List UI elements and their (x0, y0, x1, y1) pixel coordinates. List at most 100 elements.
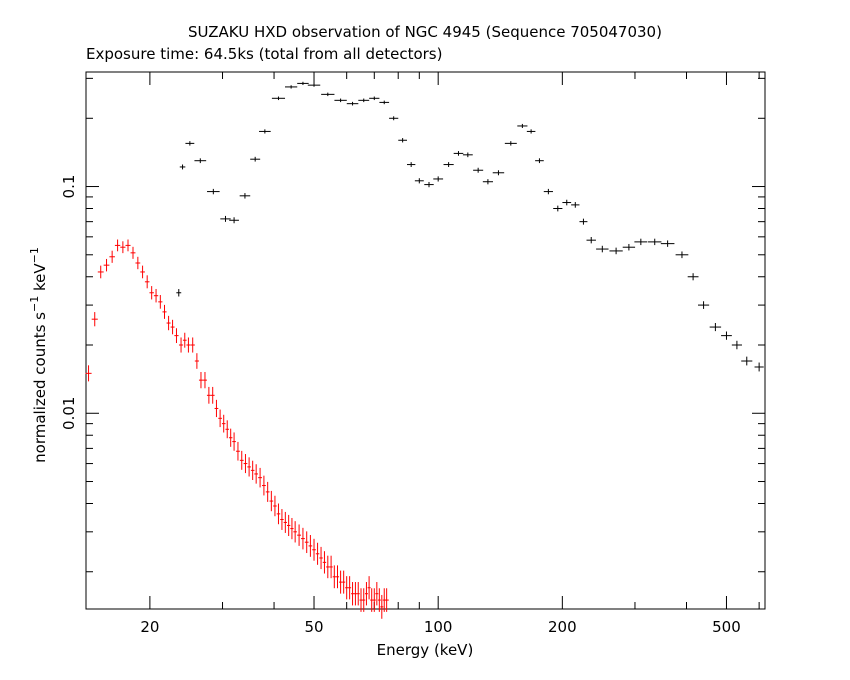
data-point (194, 353, 199, 369)
y-axis-label: normalized counts s−1 keV−1 (28, 247, 49, 463)
plot-frame (85, 71, 766, 610)
data-point (182, 332, 187, 348)
data-point (176, 289, 182, 297)
data-point (140, 265, 145, 279)
data-point (114, 239, 121, 252)
data-point (125, 239, 131, 252)
data-point (206, 386, 211, 404)
data-point (443, 162, 454, 167)
data-point (207, 188, 220, 195)
data-point (307, 83, 321, 87)
y-axis-label-exp1: −1 (28, 296, 41, 312)
data-point (265, 481, 270, 502)
data-point (228, 428, 233, 447)
data-point (358, 98, 370, 103)
data-point (91, 312, 98, 327)
data-point (406, 162, 416, 167)
data-point (553, 205, 563, 212)
data-point (526, 129, 536, 134)
data-point (162, 304, 167, 319)
data-point (308, 535, 313, 557)
data-point (202, 371, 207, 389)
x-tick-label: 20 (140, 618, 159, 636)
data-point (297, 524, 302, 546)
chart-title: SUZAKU HXD observation of NGC 4945 (Sequ… (188, 23, 662, 41)
data-point (586, 236, 596, 244)
data-point (262, 475, 266, 496)
data-point (579, 218, 588, 225)
data-point (109, 250, 115, 263)
data-point (453, 151, 464, 156)
data-point (754, 362, 764, 372)
data-point (332, 565, 336, 589)
data-point (103, 258, 110, 272)
y-axis-label-exp2: −1 (28, 247, 41, 263)
data-point (622, 243, 636, 251)
data-point (482, 179, 493, 185)
data-point (321, 92, 335, 97)
data-point (232, 432, 236, 451)
data-point (210, 386, 215, 404)
data-point (254, 464, 259, 484)
data-point (250, 460, 255, 480)
y-axis-label-unit: keV (31, 263, 49, 296)
data-point (741, 356, 753, 366)
data-point (120, 241, 126, 254)
data-point (377, 588, 381, 612)
data-point (535, 158, 544, 164)
data-point (709, 323, 722, 332)
data-point (721, 331, 732, 340)
data-point (473, 167, 484, 173)
data-point (571, 202, 580, 208)
chart-subtitle: Exposure time: 64.5ks (total from all de… (86, 45, 442, 63)
y-tick-labels: 0.1 0.01 (60, 175, 78, 430)
data-point (326, 555, 330, 579)
data-point (271, 96, 286, 101)
data-point (97, 265, 104, 279)
data-point (178, 337, 184, 353)
data-point (342, 570, 346, 594)
data-point (329, 555, 333, 579)
data-point (362, 588, 366, 612)
data-point (543, 188, 553, 195)
data-point (375, 582, 379, 606)
data-point (239, 450, 244, 470)
data-point (334, 98, 347, 103)
data-point (149, 286, 154, 300)
data-point (562, 199, 572, 206)
data-point (312, 538, 316, 561)
data-point (194, 158, 207, 164)
data-point (697, 301, 710, 309)
data-point (179, 164, 186, 170)
data-point (398, 138, 408, 143)
x-tick-label: 100 (424, 618, 453, 636)
data-point (348, 576, 352, 600)
data-point (166, 315, 171, 331)
data-point (239, 193, 251, 199)
data-point (158, 295, 163, 309)
data-point (287, 514, 291, 537)
data-point (170, 319, 175, 335)
data-point (269, 490, 274, 512)
data-point (356, 582, 360, 606)
data-point (492, 170, 505, 176)
series-black (176, 81, 764, 372)
data-point (297, 81, 309, 86)
data-point (346, 101, 359, 106)
data-point (609, 247, 623, 255)
data-point (504, 141, 517, 146)
data-point (596, 245, 609, 253)
data-point (243, 454, 248, 474)
data-point (370, 588, 374, 612)
data-point (339, 570, 343, 594)
data-point (293, 521, 297, 543)
data-point (229, 217, 239, 224)
data-point (731, 340, 742, 350)
data-point (301, 527, 305, 550)
data-point (364, 582, 368, 606)
data-series (85, 81, 764, 619)
data-point (247, 457, 251, 477)
data-point (359, 588, 363, 612)
data-point (433, 176, 444, 182)
